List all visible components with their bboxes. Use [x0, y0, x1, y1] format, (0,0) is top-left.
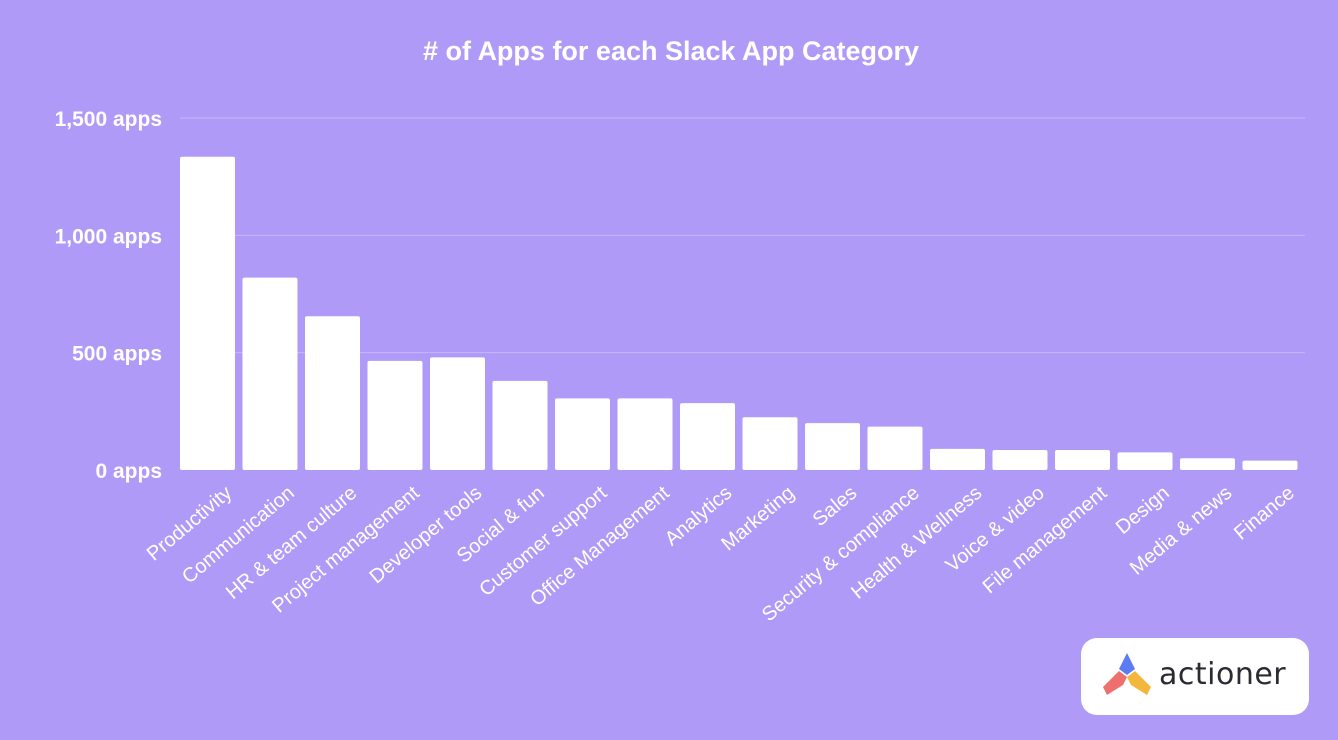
bar — [555, 398, 610, 470]
x-tick-label: Developer tools — [366, 482, 487, 588]
bar — [242, 277, 298, 470]
bar — [1117, 452, 1173, 470]
bar — [805, 423, 860, 470]
chart-title: # of Apps for each Slack App Category — [423, 36, 919, 66]
y-tick-label: 500 apps — [72, 343, 162, 366]
bar — [492, 380, 548, 470]
bar — [367, 360, 423, 470]
y-tick-label: 0 apps — [95, 460, 162, 483]
actioner-logo-icon — [1103, 653, 1151, 695]
actioner-logo: actioner — [1081, 638, 1309, 715]
bar — [430, 357, 485, 470]
bar — [1180, 458, 1235, 470]
bar — [680, 403, 735, 470]
bar — [180, 156, 235, 470]
y-tick-label: 1,000 apps — [55, 225, 162, 248]
actioner-logo-text: actioner — [1159, 657, 1287, 692]
y-tick-label: 1,500 apps — [55, 108, 162, 131]
bars — [180, 156, 1298, 470]
x-tick-label: Sales — [809, 482, 861, 531]
y-axis-ticks: 0 apps 500 apps 1,000 apps 1,500 apps — [55, 108, 162, 483]
bar — [742, 417, 798, 470]
bar — [930, 448, 985, 470]
bar — [617, 398, 673, 470]
bar — [305, 316, 360, 470]
bar — [1242, 460, 1298, 470]
bar — [992, 450, 1048, 470]
grid-lines — [180, 117, 1305, 354]
bar — [867, 426, 923, 470]
x-tick-label: Finance — [1230, 482, 1299, 545]
bar — [1055, 450, 1110, 470]
